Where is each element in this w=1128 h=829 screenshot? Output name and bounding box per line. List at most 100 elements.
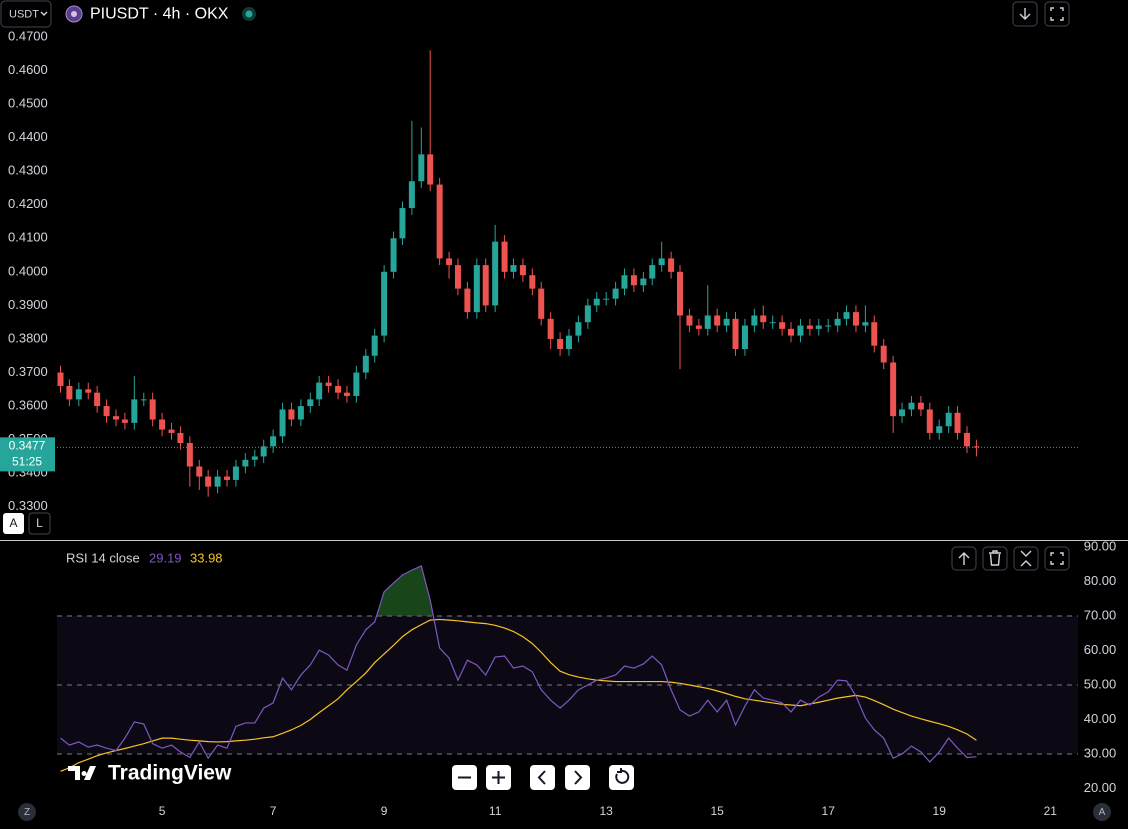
candle-body bbox=[205, 476, 212, 487]
scroll-left-button[interactable] bbox=[530, 765, 555, 790]
scroll-right-button[interactable] bbox=[565, 765, 590, 790]
candle-body bbox=[307, 399, 314, 407]
y-tick-label: 30.00 bbox=[1084, 745, 1117, 760]
candle-body bbox=[353, 372, 360, 397]
candle-body bbox=[926, 409, 933, 433]
overbought-fill bbox=[376, 565, 434, 617]
reset-button[interactable] bbox=[609, 765, 634, 790]
market-status-dot bbox=[245, 10, 253, 18]
candle-body bbox=[963, 432, 970, 447]
candle-body bbox=[224, 476, 231, 480]
candle-body bbox=[113, 416, 120, 420]
candle-body bbox=[890, 362, 897, 417]
candle-body bbox=[279, 409, 286, 437]
corner-left: Z bbox=[24, 807, 30, 818]
candle-body bbox=[362, 355, 369, 373]
candle-body bbox=[760, 315, 767, 323]
y-tick-label: 80.00 bbox=[1084, 573, 1117, 588]
auto-scale-label: A bbox=[9, 516, 17, 530]
candle-body bbox=[232, 466, 239, 480]
fullscreen-button[interactable] bbox=[1044, 1, 1070, 27]
corner-right: A bbox=[1099, 807, 1106, 818]
candle-body bbox=[714, 315, 721, 326]
candle-body bbox=[880, 345, 887, 363]
last-price-box bbox=[0, 437, 55, 472]
candle-body bbox=[741, 325, 748, 350]
candle-body bbox=[242, 459, 249, 467]
rsi-line bbox=[60, 565, 977, 763]
candle-body bbox=[621, 275, 628, 289]
candle-body bbox=[908, 402, 915, 410]
dropdown-icon bbox=[40, 11, 48, 16]
price-pane: 0.33000.34000.35000.36000.37000.38000.39… bbox=[8, 28, 1078, 513]
y-tick-label: 0.3600 bbox=[8, 398, 48, 413]
x-tick-label: 13 bbox=[599, 804, 613, 818]
candle-body bbox=[806, 325, 813, 329]
auto-badge[interactable] bbox=[1093, 803, 1111, 821]
candle-body bbox=[75, 389, 82, 400]
candle-body bbox=[704, 315, 711, 329]
fullscreen-icon bbox=[1050, 7, 1064, 21]
candle-body bbox=[584, 305, 591, 323]
y-tick-label: 0.4300 bbox=[8, 163, 48, 178]
candle-body bbox=[186, 443, 193, 467]
y-tick-label: 60.00 bbox=[1084, 642, 1117, 657]
candle-body bbox=[973, 446, 980, 448]
y-tick-label: 0.4100 bbox=[8, 230, 48, 245]
y-tick-label: 50.00 bbox=[1084, 676, 1117, 691]
candle-body bbox=[436, 184, 443, 259]
candle-body bbox=[603, 298, 610, 300]
candle-body bbox=[649, 265, 656, 279]
candle-body bbox=[843, 312, 850, 319]
candle-body bbox=[519, 265, 526, 276]
y-tick-label: 0.4500 bbox=[8, 95, 48, 110]
y-tick-label: 0.4000 bbox=[8, 263, 48, 278]
candle-body bbox=[66, 385, 73, 400]
candle-body bbox=[288, 409, 295, 420]
candle-body bbox=[418, 154, 425, 182]
candle-body bbox=[676, 271, 683, 316]
candle-body bbox=[825, 325, 832, 327]
candle-body bbox=[57, 372, 64, 386]
candle-body bbox=[159, 419, 166, 430]
log-scale-button[interactable] bbox=[28, 512, 51, 535]
scroll-left-icon bbox=[537, 770, 546, 785]
currency-button[interactable] bbox=[0, 0, 52, 28]
brand-name: TradingView bbox=[108, 762, 232, 785]
candle-body bbox=[612, 288, 619, 299]
maximize-button[interactable] bbox=[1044, 546, 1070, 571]
zoom-in-icon bbox=[492, 771, 505, 784]
candle-body bbox=[177, 432, 184, 444]
x-tick-label: 11 bbox=[489, 804, 502, 818]
x-tick-label: 15 bbox=[711, 804, 725, 818]
y-tick-label: 0.4200 bbox=[8, 196, 48, 211]
reset-icon bbox=[615, 768, 630, 784]
rsi-pane: 20.00 30.00 40.00 50.00 60.00 70.00 80.00 90.00 bbox=[60, 538, 1117, 795]
y-tick-label: 0.3900 bbox=[8, 297, 48, 312]
candle-body bbox=[140, 399, 147, 401]
timezone-badge[interactable] bbox=[18, 803, 36, 821]
candle-body bbox=[427, 154, 434, 185]
candle-body bbox=[695, 325, 702, 329]
collapse-button[interactable] bbox=[1013, 546, 1039, 571]
candle-body bbox=[454, 265, 461, 289]
candle-body bbox=[565, 335, 572, 350]
auto-scale-button[interactable] bbox=[3, 513, 24, 534]
y-tick-label: 0.4700 bbox=[8, 28, 48, 43]
candle-body bbox=[917, 402, 924, 410]
candle-body bbox=[408, 181, 415, 209]
candle-body bbox=[121, 419, 128, 423]
candle-body bbox=[557, 338, 564, 350]
candle-body bbox=[131, 399, 138, 423]
symbol-logo-inner bbox=[71, 11, 77, 17]
y-tick-label: 0.3800 bbox=[8, 330, 48, 345]
y-tick-label: 40.00 bbox=[1084, 711, 1117, 726]
candle-body bbox=[538, 288, 545, 319]
y-tick-label: 0.4400 bbox=[8, 129, 48, 144]
collapse-icon bbox=[1020, 550, 1032, 567]
candle-body bbox=[381, 271, 388, 336]
last-price: 0.3477 bbox=[9, 439, 46, 453]
candle-body bbox=[899, 409, 906, 417]
x-tick-label: 19 bbox=[933, 804, 947, 818]
